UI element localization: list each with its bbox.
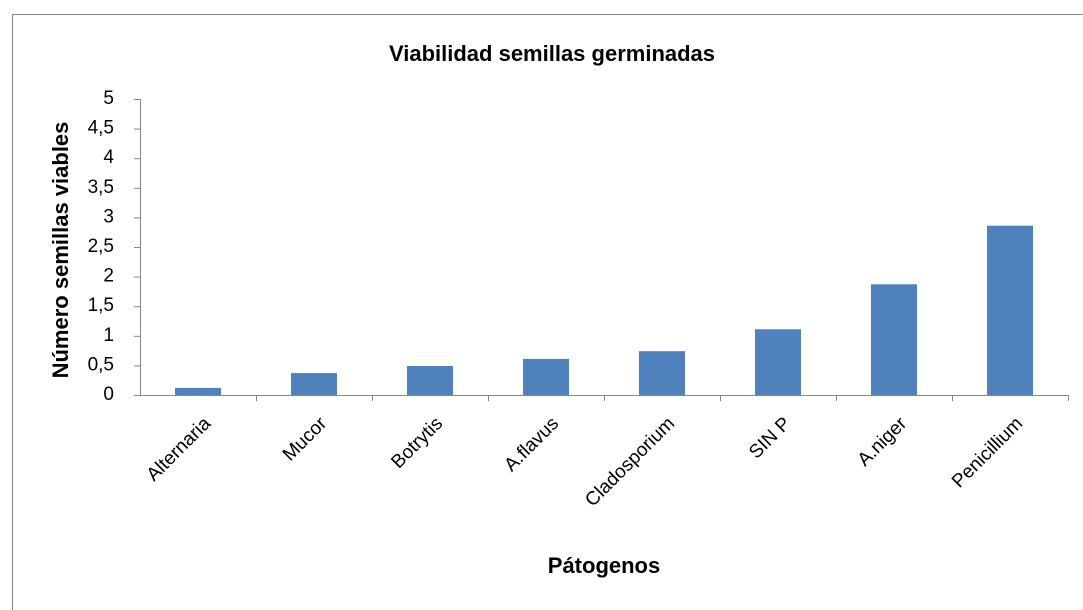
- bar: [407, 365, 453, 395]
- bar: [987, 225, 1033, 395]
- bar: [523, 358, 569, 395]
- bar: [755, 329, 801, 395]
- y-tick-label: 3,5: [88, 177, 114, 198]
- bar: [639, 351, 685, 395]
- y-tick-label: 2,5: [88, 236, 114, 257]
- y-tick-label: 3: [103, 206, 114, 227]
- y-axis-label: Número semillas viables: [48, 122, 73, 379]
- y-tick-label: 5: [103, 88, 114, 109]
- y-tick-label: 0: [103, 384, 114, 405]
- y-tick-label: 0,5: [88, 354, 114, 375]
- y-tick-label: 1: [103, 325, 114, 346]
- y-tick-label: 2: [103, 266, 114, 287]
- y-tick-label: 1,5: [88, 295, 114, 316]
- chart-frame: [12, 14, 1083, 610]
- chart-title: Viabilidad semillas germinadas: [389, 41, 715, 66]
- bar: [871, 284, 917, 395]
- y-tick-label: 4,5: [88, 118, 114, 139]
- bar: [175, 387, 221, 395]
- bar: [291, 373, 337, 395]
- x-axis-label: Pátogenos: [548, 553, 660, 578]
- y-tick-label: 4: [103, 147, 114, 168]
